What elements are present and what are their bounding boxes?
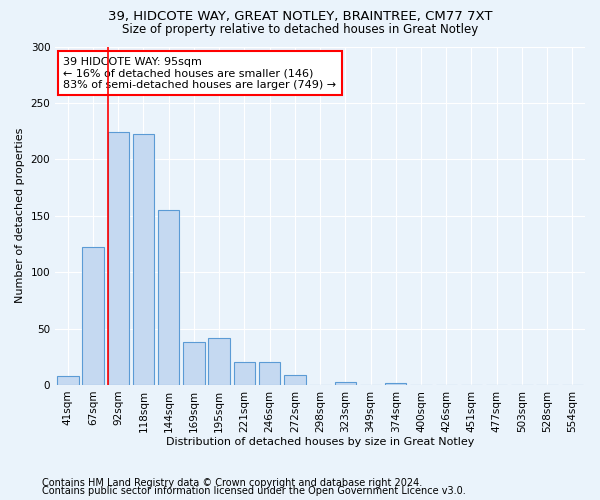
Bar (183, 342, 205, 385)
Text: 39 HIDCOTE WAY: 95sqm
← 16% of detached houses are smaller (146)
83% of semi-det: 39 HIDCOTE WAY: 95sqm ← 16% of detached … (63, 56, 336, 90)
Bar (233, 362, 255, 385)
X-axis label: Distribution of detached houses by size in Great Notley: Distribution of detached houses by size … (166, 438, 474, 448)
Bar (385, 382, 406, 385)
Text: Contains HM Land Registry data © Crown copyright and database right 2024.: Contains HM Land Registry data © Crown c… (42, 478, 422, 488)
Text: Size of property relative to detached houses in Great Notley: Size of property relative to detached ho… (122, 22, 478, 36)
Bar (208, 338, 230, 385)
Bar (158, 210, 179, 385)
Text: 39, HIDCOTE WAY, GREAT NOTLEY, BRAINTREE, CM77 7XT: 39, HIDCOTE WAY, GREAT NOTLEY, BRAINTREE… (108, 10, 492, 23)
Bar (284, 375, 305, 385)
Bar (107, 132, 129, 385)
Bar (57, 376, 79, 385)
Text: Contains public sector information licensed under the Open Government Licence v3: Contains public sector information licen… (42, 486, 466, 496)
Bar (259, 362, 280, 385)
Bar (82, 248, 104, 385)
Bar (335, 382, 356, 385)
Bar (133, 134, 154, 385)
Y-axis label: Number of detached properties: Number of detached properties (15, 128, 25, 304)
